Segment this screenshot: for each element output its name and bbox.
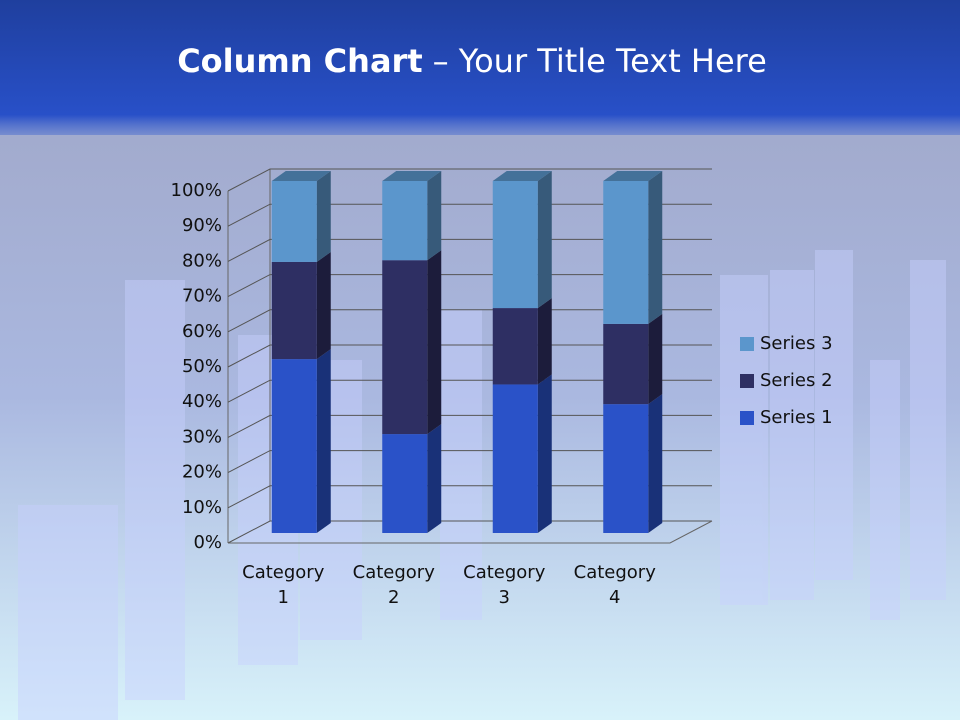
bar-side: [648, 171, 663, 324]
bar-side: [537, 171, 552, 309]
x-tick-label-line: 1: [278, 587, 289, 608]
y-tick-label: 50%: [182, 356, 222, 377]
legend-label: Series 1: [760, 407, 833, 428]
bar: [603, 181, 649, 324]
y-tick-label: 70%: [182, 286, 222, 307]
y-tick-label: 10%: [182, 497, 222, 518]
bar: [603, 323, 649, 405]
grid-line: [227, 344, 712, 368]
bar: [492, 384, 538, 533]
x-tick-label-line: 2: [388, 587, 399, 608]
x-tick-label-line: Category: [353, 562, 436, 583]
x-tick-label-line: Category: [242, 562, 325, 583]
grid-line: [227, 450, 712, 474]
y-tick-label: 20%: [182, 462, 222, 483]
grid-line: [227, 379, 712, 403]
grid-line: [227, 520, 712, 544]
bar: [382, 181, 428, 261]
bar-side: [316, 349, 331, 533]
chart-title: Column Chart – Your Title Text Here: [177, 42, 767, 80]
bar-side: [648, 313, 663, 405]
bar-top: [492, 171, 552, 181]
bar-side: [427, 424, 442, 533]
bar: [492, 308, 538, 385]
y-tick-label: 90%: [182, 215, 222, 236]
header-band: [0, 0, 960, 135]
x-tick-label: Category 1: [242, 562, 325, 608]
bar: [603, 404, 649, 533]
x-tick-label-line: 4: [609, 587, 620, 608]
bar-top: [382, 171, 442, 181]
floor-edge: [228, 520, 713, 544]
bar-top: [603, 171, 663, 181]
legend-swatch: [740, 337, 754, 351]
bar: [271, 261, 317, 360]
grid-line: [227, 274, 712, 298]
bar: [382, 260, 428, 435]
legend-label: Series 3: [760, 333, 833, 354]
grid-line: [227, 485, 712, 509]
x-tick-label-line: Category: [574, 562, 657, 583]
grid-line: [227, 309, 712, 333]
x-tick-label: Category 2: [353, 562, 436, 608]
y-tick-label: 80%: [182, 250, 222, 271]
bar-side: [427, 250, 442, 435]
bar-side: [537, 374, 552, 533]
y-tick-label: 0%: [193, 532, 222, 553]
bar-side: [537, 298, 552, 385]
bar-side: [316, 251, 331, 360]
bar: [492, 181, 538, 309]
bar-side: [427, 171, 442, 261]
bar-side: [648, 394, 663, 533]
grid-line: [227, 168, 712, 192]
grid-line: [227, 203, 712, 227]
x-tick-label-line: 3: [499, 587, 510, 608]
y-tick-label: 30%: [182, 426, 222, 447]
y-tick-label: 40%: [182, 391, 222, 412]
bar-top: [271, 171, 331, 181]
bar: [271, 359, 317, 533]
bar-side: [316, 171, 331, 262]
x-tick-label: Category 3: [463, 562, 546, 608]
grid-line: [227, 414, 712, 438]
title-bold: Column Chart: [177, 42, 422, 80]
title-rest: – Your Title Text Here: [433, 42, 767, 80]
legend-swatch: [740, 411, 754, 425]
y-tick-label: 100%: [171, 180, 222, 201]
bar: [382, 434, 428, 533]
legend-swatch: [740, 374, 754, 388]
legend-label: Series 2: [760, 370, 833, 391]
x-tick-label-line: Category: [463, 562, 546, 583]
bar: [271, 181, 317, 262]
grid-line: [227, 238, 712, 262]
x-tick-label: Category 4: [574, 562, 657, 608]
y-tick-label: 60%: [182, 321, 222, 342]
plot: 0% 10% 20% 30% 40% 50% 60% 70% 80% 90% 100% Categor…: [171, 168, 833, 608]
